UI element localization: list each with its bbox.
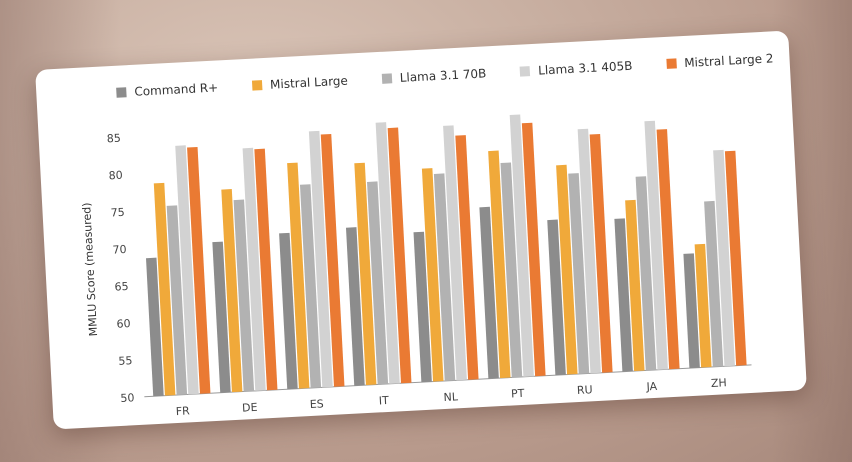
bar	[625, 199, 645, 372]
x-tick-label: DE	[242, 401, 258, 415]
bar	[644, 120, 668, 370]
bar	[242, 147, 266, 391]
chart-card: Command R+ Mistral Large Llama 3.1 70B Llam…	[35, 30, 807, 430]
bar-chart: MMLU Score (measured) 85 80 75 70 65 60 55 50 FR D…	[80, 114, 752, 418]
x-tick-label: ZH	[711, 376, 727, 390]
bar	[614, 218, 633, 372]
bar	[635, 176, 657, 371]
x-tick-label: NL	[443, 390, 459, 404]
y-tick-label: 70	[112, 243, 127, 257]
y-tick-label: 80	[108, 169, 123, 183]
bar	[547, 219, 566, 376]
bar	[354, 162, 377, 386]
bar	[375, 122, 400, 384]
bar	[166, 205, 188, 396]
bar	[443, 125, 467, 381]
x-tick-label: JA	[645, 380, 658, 394]
bar	[589, 133, 613, 373]
bar	[367, 181, 389, 385]
x-tick-label: RU	[577, 383, 593, 397]
bar	[694, 243, 712, 368]
bar	[233, 199, 255, 392]
y-tick-label: 85	[106, 132, 121, 146]
bar	[479, 206, 499, 379]
bar	[500, 162, 523, 378]
bar	[421, 168, 444, 382]
bar	[724, 150, 747, 366]
bar	[521, 122, 546, 377]
x-tick-label: FR	[175, 404, 190, 418]
bar	[704, 200, 724, 367]
bar	[568, 173, 590, 374]
bar	[146, 257, 164, 397]
y-tick-label: 65	[114, 280, 129, 294]
x-tick-label: IT	[378, 394, 389, 408]
bar	[345, 227, 365, 386]
bar	[713, 149, 735, 367]
x-tick-label: PT	[511, 387, 525, 401]
bar	[577, 128, 601, 374]
bar	[187, 146, 211, 394]
bar	[221, 189, 243, 393]
bar	[656, 129, 680, 370]
bar	[433, 173, 456, 381]
x-tick-label: ES	[309, 397, 324, 411]
bar	[509, 114, 534, 377]
bar	[683, 253, 700, 369]
bar	[387, 127, 412, 384]
bar	[287, 162, 310, 389]
y-axis-label: MMLU Score (measured)	[80, 202, 100, 336]
bar	[299, 184, 322, 388]
y-tick-label: 55	[118, 354, 133, 368]
bar	[279, 232, 298, 390]
bar	[320, 133, 345, 387]
bar	[212, 241, 231, 393]
bar	[488, 150, 511, 379]
bar	[254, 148, 278, 391]
bar	[308, 130, 333, 388]
bar	[455, 135, 479, 380]
y-tick-label: 60	[116, 317, 131, 331]
bar	[175, 145, 199, 395]
y-tick-label: 50	[120, 391, 135, 405]
bar	[556, 164, 578, 375]
bar	[153, 182, 176, 396]
bar	[413, 231, 432, 383]
y-tick-label: 75	[110, 206, 125, 220]
